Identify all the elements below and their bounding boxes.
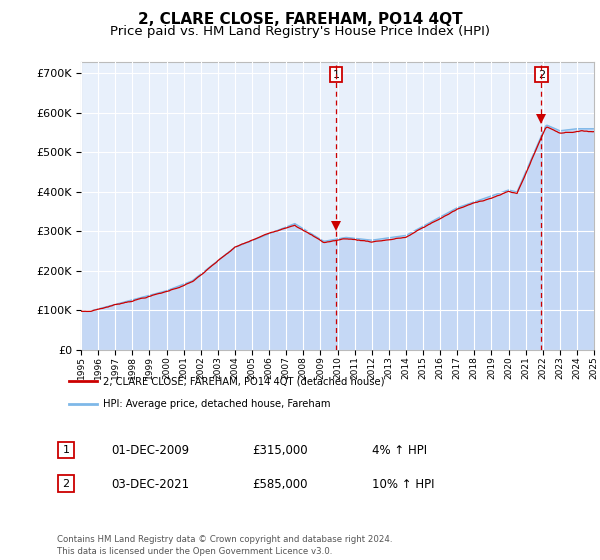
Text: £585,000: £585,000 (252, 478, 308, 491)
Text: Contains HM Land Registry data © Crown copyright and database right 2024.
This d: Contains HM Land Registry data © Crown c… (57, 535, 392, 556)
Text: 4% ↑ HPI: 4% ↑ HPI (372, 444, 427, 458)
Text: 01-DEC-2009: 01-DEC-2009 (111, 444, 189, 458)
Text: HPI: Average price, detached house, Fareham: HPI: Average price, detached house, Fare… (103, 399, 330, 409)
Text: 10% ↑ HPI: 10% ↑ HPI (372, 478, 434, 491)
FancyBboxPatch shape (58, 442, 74, 458)
Text: 03-DEC-2021: 03-DEC-2021 (111, 478, 189, 491)
Text: 2, CLARE CLOSE, FAREHAM, PO14 4QT (detached house): 2, CLARE CLOSE, FAREHAM, PO14 4QT (detac… (103, 376, 384, 386)
Text: £315,000: £315,000 (252, 444, 308, 458)
Text: 1: 1 (332, 69, 340, 80)
Text: 2, CLARE CLOSE, FAREHAM, PO14 4QT: 2, CLARE CLOSE, FAREHAM, PO14 4QT (137, 12, 463, 27)
Text: 2: 2 (62, 479, 70, 488)
FancyBboxPatch shape (58, 475, 74, 492)
Text: Price paid vs. HM Land Registry's House Price Index (HPI): Price paid vs. HM Land Registry's House … (110, 25, 490, 38)
Text: 2: 2 (538, 69, 545, 80)
Text: 1: 1 (62, 445, 70, 455)
